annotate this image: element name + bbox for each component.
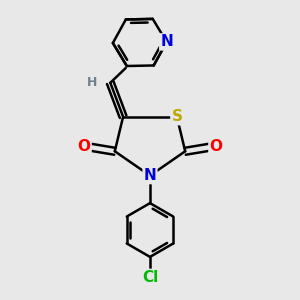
Text: N: N <box>160 34 173 50</box>
Text: O: O <box>78 139 91 154</box>
Text: S: S <box>171 109 182 124</box>
Text: H: H <box>87 76 98 89</box>
Text: O: O <box>209 139 222 154</box>
Text: N: N <box>144 168 156 183</box>
Text: Cl: Cl <box>142 270 158 285</box>
